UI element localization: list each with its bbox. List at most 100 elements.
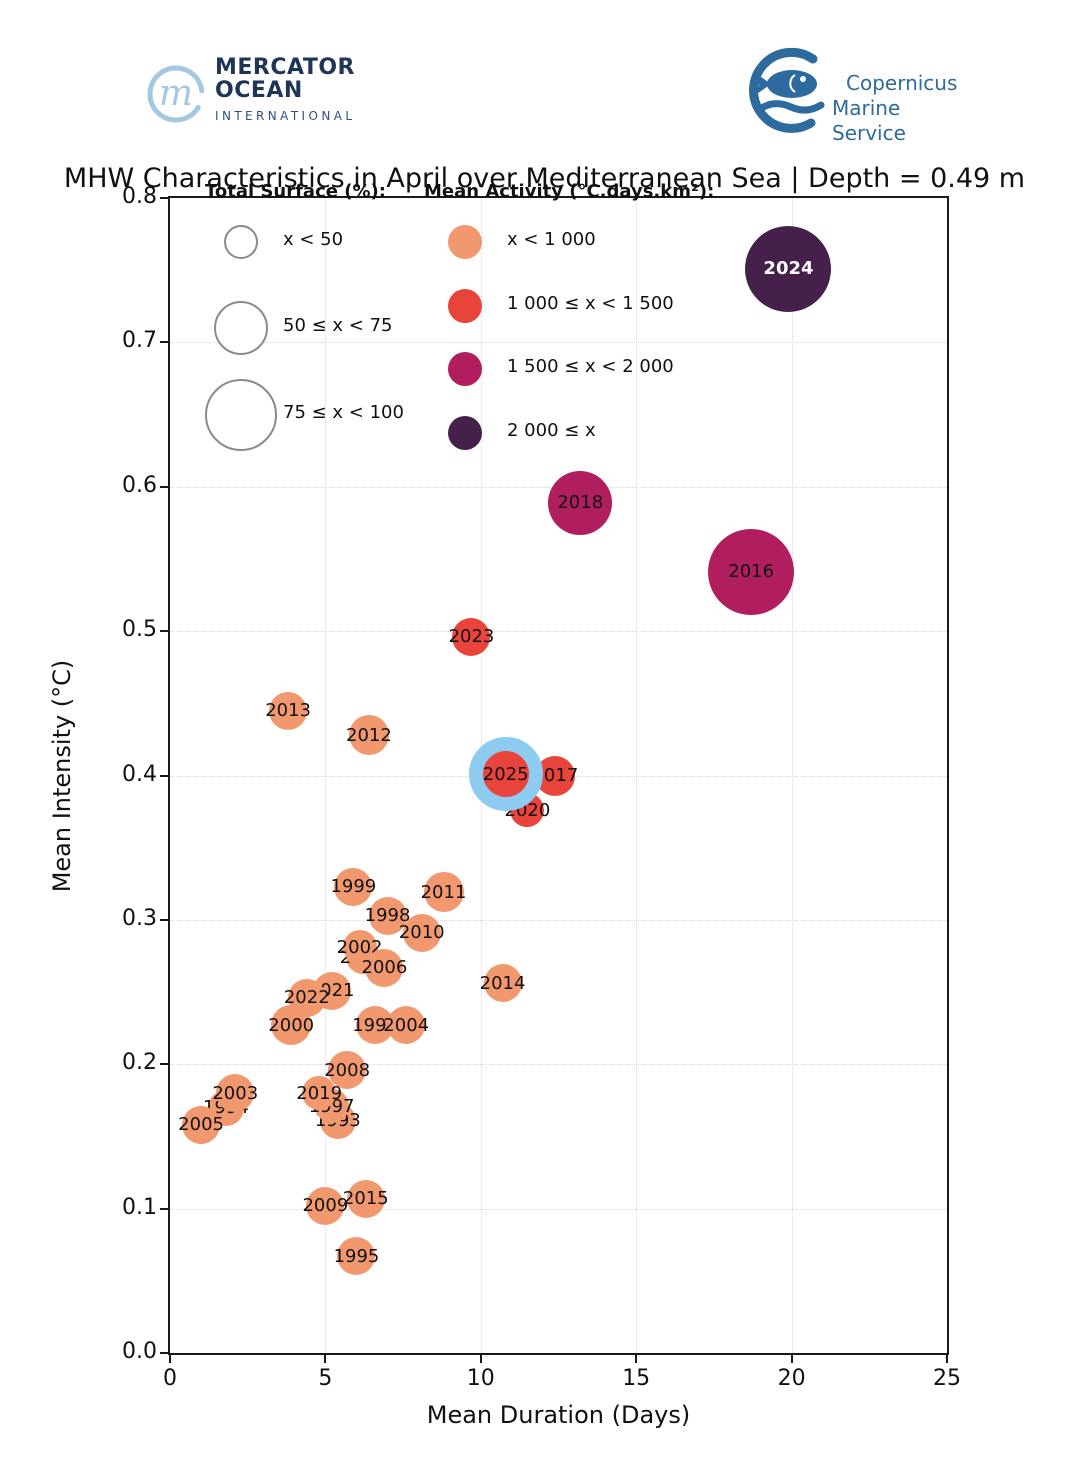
color-legend-dot [448, 416, 482, 450]
bubble-2024: 2024 [745, 225, 832, 312]
x-tick-label: 5 [318, 1366, 333, 1391]
bubble-label-2022: 2022 [283, 987, 330, 1009]
bubble-label-1999: 1999 [330, 876, 377, 898]
color-legend-dot [448, 225, 482, 259]
bubble-label-2019: 2019 [296, 1082, 343, 1104]
color-legend-dot [448, 352, 482, 386]
bubble-label-2003: 2003 [212, 1082, 259, 1104]
y-tick [160, 1063, 168, 1066]
bubble-2006: 2006 [362, 948, 407, 987]
size-legend-label: 50 ≤ x < 75 [283, 315, 393, 336]
bubble-label-2009: 2009 [302, 1195, 349, 1217]
bubble-1999: 1999 [330, 867, 376, 906]
bubble-2010: 2010 [399, 913, 445, 952]
bubble-2014: 2014 [480, 964, 525, 1003]
y-tick-label: 0.2 [122, 1050, 157, 1076]
y-tick [160, 774, 168, 777]
bubble-2023: 2023 [449, 617, 494, 656]
mercator-ocean-logo: m MERCATOR OCEAN INTERNATIONAL [145, 52, 395, 137]
y-tick-label: 0.4 [122, 761, 157, 787]
bubble-2015: 2015 [343, 1179, 389, 1218]
copernicus-marine-logo: Copernicus Marine Service [737, 43, 967, 145]
bubble-2011: 2011 [420, 872, 467, 913]
bubble-label-2004: 2004 [383, 1014, 430, 1036]
figure-title: MHW Characteristics in April over Medite… [63, 163, 1026, 194]
bubble-label-2006: 2006 [361, 957, 408, 979]
copernicus-text-line1: Copernicus [846, 71, 958, 95]
y-tick [160, 1207, 168, 1210]
color-legend: Mean Activity (°C.days.km²): x < 1 000 1 … [424, 181, 724, 471]
size-legend-label: x < 50 [283, 229, 344, 250]
mercator-wordmark-line3: INTERNATIONAL [215, 109, 356, 123]
y-gridline [170, 342, 947, 344]
bubble-label-2025: 2025 [482, 763, 529, 785]
size-legend-label: 75 ≤ x < 100 [283, 402, 404, 423]
y-tick [160, 630, 168, 633]
x-tick [479, 1355, 482, 1363]
bubble-label-2005: 2005 [178, 1114, 224, 1136]
bubble-2025: 2025 [468, 737, 543, 812]
x-tick [946, 1355, 948, 1363]
bubble-2005: 2005 [178, 1105, 224, 1144]
x-tick-label: 15 [622, 1366, 651, 1391]
x-tick-label: 25 [933, 1366, 961, 1391]
x-tick-label: 10 [466, 1366, 495, 1391]
bubble-label-2008: 2008 [324, 1059, 371, 1081]
x-tick [169, 1355, 171, 1363]
copernicus-text-line2: Marine Service [832, 96, 906, 145]
bubble-label-2010: 2010 [398, 922, 445, 944]
bubble-label-2018: 2018 [557, 492, 604, 514]
x-tick [635, 1355, 638, 1363]
y-gridline [170, 1064, 947, 1066]
bubble-label-2016: 2016 [728, 561, 775, 583]
bubble-label-2024: 2024 [763, 258, 814, 280]
bubble-2016: 2016 [708, 528, 795, 615]
color-legend-label: 1 000 ≤ x < 1 500 [507, 293, 674, 314]
bubble-2003: 2003 [212, 1074, 258, 1113]
bubble-2022: 2022 [284, 978, 330, 1017]
y-tick-label: 0.0 [122, 1339, 157, 1364]
mercator-wordmark-line2: OCEAN [215, 78, 303, 103]
mercator-circle-m-icon: m [147, 65, 205, 123]
y-tick-label: 0.3 [122, 905, 157, 931]
bubble-label-2014: 2014 [479, 972, 526, 994]
bubble-1996: 1996 [352, 1006, 398, 1045]
bubble-2009: 2009 [302, 1186, 348, 1225]
size-legend-title: Total Surface (%): [205, 181, 386, 202]
bubble-label-2011: 2011 [420, 881, 467, 903]
y-axis-title: Mean Intensity (°C) [48, 659, 76, 892]
bubble-label-2013: 2013 [265, 700, 311, 722]
bubble-2008: 2008 [324, 1051, 370, 1090]
x-tick-label: 20 [777, 1366, 806, 1391]
bubble-label-1998: 1998 [364, 905, 411, 927]
color-legend-dot [448, 289, 482, 323]
y-tick [160, 485, 168, 488]
y-tick [160, 197, 168, 199]
bubble-2012: 2012 [346, 715, 392, 756]
bubble-label-2023: 2023 [448, 626, 495, 648]
y-gridline [170, 1208, 947, 1210]
color-legend-title: Mean Activity (°C.days.km²): [424, 181, 715, 202]
copernicus-fish-icon [749, 47, 825, 133]
bubble-1995: 1995 [334, 1237, 379, 1276]
bubble-label-2015: 2015 [342, 1188, 389, 1210]
svg-text:m: m [159, 73, 193, 114]
y-tick-label: 0.7 [122, 328, 157, 354]
bubble-2019: 2019 [296, 1076, 342, 1111]
mercator-wordmark-line1: MERCATOR [215, 55, 355, 80]
size-legend-circle [214, 301, 268, 355]
size-legend-circle [224, 225, 258, 259]
y-gridline [170, 631, 947, 633]
bubble-label-2000: 2000 [268, 1014, 315, 1036]
y-gridline [170, 919, 947, 921]
size-legend-circle [205, 379, 277, 451]
y-tick-label: 0.8 [122, 184, 157, 209]
plot-area: Mean Duration (Days) Mean Intensity (°C)… [48, 184, 961, 1429]
bubble-label-1996: 1996 [352, 1014, 399, 1036]
y-tick [160, 918, 168, 921]
x-tick [324, 1355, 327, 1363]
bubble-label-1995: 1995 [333, 1245, 380, 1267]
color-legend-label: x < 1 000 [507, 229, 596, 250]
bubble-2004: 2004 [383, 1006, 429, 1045]
